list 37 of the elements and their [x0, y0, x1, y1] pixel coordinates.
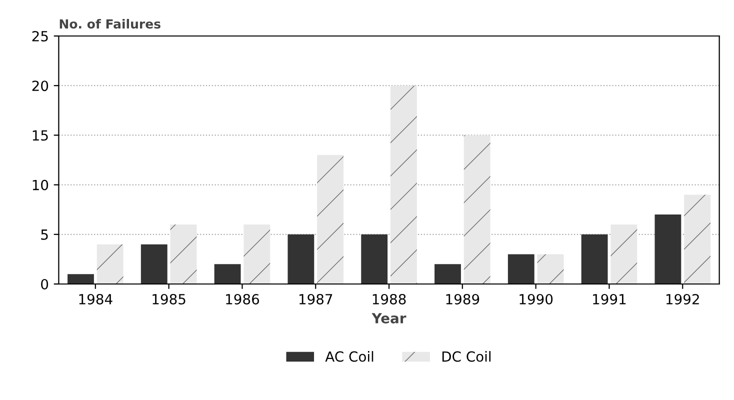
y-axis-title: No. of Failures: [60, 18, 160, 29]
x-tick-label: 1987: [299, 294, 332, 304]
bar: [96, 244, 124, 284]
bar: [317, 155, 344, 284]
bar: [654, 214, 682, 284]
legend-label: DC Coil: [442, 351, 490, 362]
bar: [390, 86, 417, 284]
y-tick-label: 5: [41, 230, 48, 240]
y-tick-label: 0: [41, 278, 48, 290]
bar: [361, 234, 388, 284]
y-tick-label: 25: [32, 30, 48, 42]
x-tick-label: 1990: [520, 294, 553, 304]
x-tick-label: 1992: [666, 294, 699, 304]
x-tick-label: 1984: [79, 294, 112, 304]
x-tick-label: 1989: [446, 294, 480, 304]
x-tick-label: 1988: [372, 294, 406, 304]
bar: [140, 244, 168, 284]
bar: [288, 234, 314, 284]
bar: [508, 254, 534, 284]
legend-label: AC Coil: [325, 351, 374, 362]
bar: [68, 274, 94, 284]
bar: [537, 254, 564, 284]
x-tick-label: 1985: [152, 294, 186, 304]
bar: [434, 264, 461, 284]
bar: [684, 194, 711, 284]
y-tick-label: 20: [32, 80, 48, 92]
bar: [464, 135, 490, 284]
y-tick-label: 15: [32, 130, 48, 141]
x-tick-label: 1986: [226, 294, 260, 304]
bar: [581, 234, 608, 284]
y-tick-label: 10: [32, 180, 48, 190]
bar: [170, 224, 197, 284]
bar: [214, 264, 241, 284]
bar: [244, 224, 270, 284]
x-axis-title: Year: [372, 313, 406, 324]
bar: [610, 224, 638, 284]
x-tick-label: 1991: [593, 294, 626, 304]
